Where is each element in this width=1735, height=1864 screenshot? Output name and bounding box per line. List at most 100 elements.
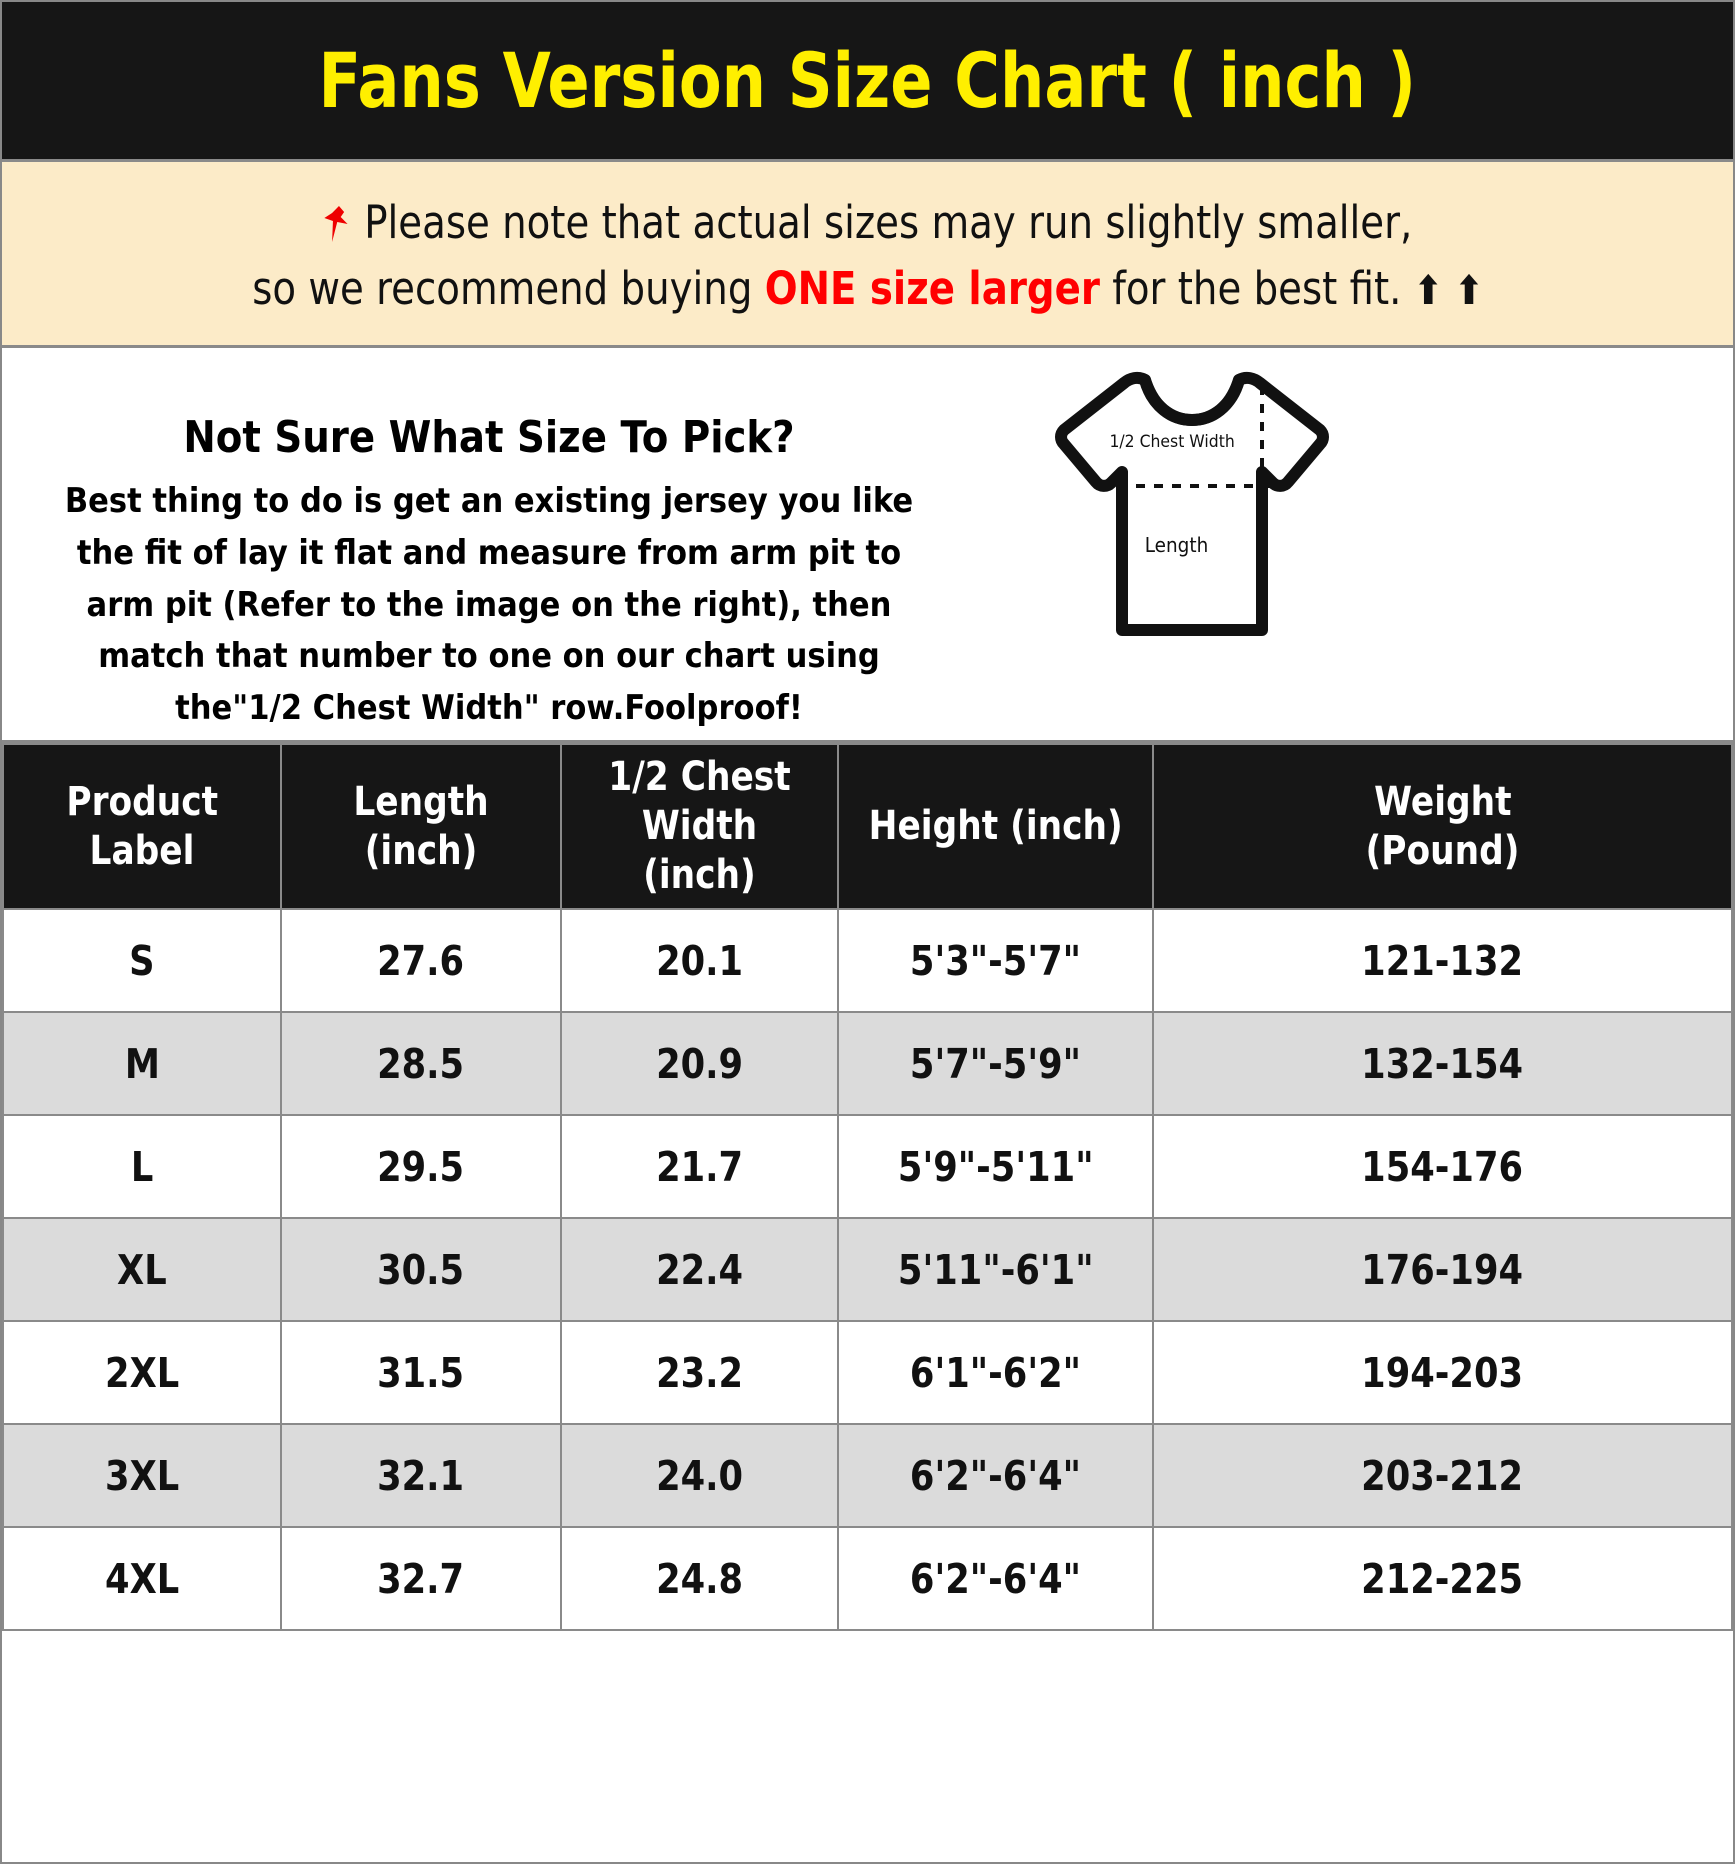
column-header-length: Length (inch) (280, 743, 562, 910)
cell-length: 32.7 (280, 1526, 562, 1631)
table-row: S 27.6 20.1 5'3"-5'7" 121-132 (2, 908, 1733, 1013)
cell-weight-text: 132-154 (1361, 1039, 1524, 1088)
header-line-1: Weight (1373, 778, 1512, 825)
cell-product-label-text: 3XL (104, 1451, 180, 1500)
cell-product-label: 2XL (2, 1320, 282, 1425)
info-body: Best thing to do is get an existing jers… (64, 481, 914, 729)
cell-product-label: 4XL (2, 1526, 282, 1631)
cell-weight: 212-225 (1152, 1526, 1733, 1631)
cell-half-chest-width: 24.0 (560, 1423, 839, 1528)
page-title: Fans Version Size Chart ( inch ) (318, 35, 1417, 125)
chest-width-label: 1/2 Chest Width (1109, 432, 1235, 452)
table-body: S 27.6 20.1 5'3"-5'7" 121-132 M 28.5 20.9 5'7"-5… (2, 908, 1733, 1631)
cell-length-text: 27.6 (377, 936, 465, 985)
column-header-product-label: Product Label (2, 743, 282, 910)
cell-half-chest-width: 22.4 (560, 1217, 839, 1322)
cell-length-text: 30.5 (377, 1245, 465, 1294)
notice-line-1: Please note that actual sizes may run sl… (322, 190, 1413, 255)
cell-product-label: M (2, 1011, 282, 1116)
cell-product-label-text: 4XL (104, 1554, 180, 1603)
header-line-2: (inch) (643, 851, 756, 898)
size-chart-table: Product Label Length (inch) 1/2 Chest Wi… (2, 743, 1733, 1631)
notice-emphasis: ONE size larger (764, 261, 1100, 315)
column-header-height: Height (inch) (837, 743, 1154, 910)
cell-length-text: 32.7 (377, 1554, 465, 1603)
cell-weight: 121-132 (1152, 908, 1733, 1013)
cell-length-text: 31.5 (377, 1348, 465, 1397)
table-row: 4XL 32.7 24.8 6'2"-6'4" 212-225 (2, 1526, 1733, 1631)
info-section: Not Sure What Size To Pick? Best thing t… (2, 348, 1733, 743)
notice-banner: Please note that actual sizes may run sl… (2, 162, 1733, 348)
cell-product-label: L (2, 1114, 282, 1219)
cell-height: 5'9"-5'11" (837, 1114, 1154, 1219)
cell-height: 6'2"-6'4" (837, 1423, 1154, 1528)
diagram-area: 1/2 Chest Width Length (1002, 348, 1733, 740)
cell-product-label: 3XL (2, 1423, 282, 1528)
cell-weight: 176-194 (1152, 1217, 1733, 1322)
info-text-block: Not Sure What Size To Pick? Best thing t… (2, 348, 1002, 740)
arrow-up-icon: ⬆ ⬆ (1413, 267, 1484, 314)
table-row: 3XL 32.1 24.0 6'2"-6'4" 203-212 (2, 1423, 1733, 1528)
length-label: Length (1144, 533, 1209, 557)
cell-length-text: 28.5 (377, 1039, 465, 1088)
header-line-2: Label (89, 827, 195, 874)
cell-half-chest-width: 20.9 (560, 1011, 839, 1116)
header-line-1: 1/2 Chest Width (608, 754, 791, 850)
cell-product-label: S (2, 908, 282, 1013)
cell-height: 5'3"-5'7" (837, 908, 1154, 1013)
notice-line-2-suffix: for the best fit. (1099, 261, 1414, 315)
header-line-1: Height (inch) (868, 803, 1123, 850)
cell-half-chest-width-text: 23.2 (655, 1348, 743, 1397)
cell-half-chest-width-text: 24.0 (655, 1451, 743, 1500)
column-header-weight: Weight (Pound) (1152, 743, 1733, 910)
cell-half-chest-width-text: 21.7 (655, 1142, 743, 1191)
table-row: XL 30.5 22.4 5'11"-6'1" 176-194 (2, 1217, 1733, 1322)
cell-height-text: 5'9"-5'11" (897, 1142, 1094, 1191)
cell-product-label-text: XL (117, 1245, 167, 1294)
cell-length-text: 32.1 (377, 1451, 465, 1500)
cell-weight-text: 154-176 (1361, 1142, 1524, 1191)
cell-height: 6'1"-6'2" (837, 1320, 1154, 1425)
table-header-row: Product Label Length (inch) 1/2 Chest Wi… (2, 743, 1733, 910)
cell-height-text: 5'11"-6'1" (897, 1245, 1094, 1294)
cell-weight: 132-154 (1152, 1011, 1733, 1116)
tshirt-measurement-diagram: 1/2 Chest Width Length (1042, 358, 1342, 648)
cell-half-chest-width: 20.1 (560, 908, 839, 1013)
cell-half-chest-width-text: 20.9 (655, 1039, 743, 1088)
cell-product-label-text: S (129, 936, 155, 985)
cell-weight-text: 212-225 (1361, 1554, 1524, 1603)
cell-length: 28.5 (280, 1011, 562, 1116)
cell-product-label-text: 2XL (104, 1348, 180, 1397)
table-row: L 29.5 21.7 5'9"-5'11" 154-176 (2, 1114, 1733, 1219)
cell-height-text: 6'1"-6'2" (909, 1348, 1082, 1397)
cell-length-text: 29.5 (377, 1142, 465, 1191)
cell-half-chest-width-text: 22.4 (655, 1245, 743, 1294)
cell-weight-text: 121-132 (1361, 936, 1524, 985)
cell-weight: 154-176 (1152, 1114, 1733, 1219)
tshirt-icon (1055, 371, 1329, 636)
cell-length: 29.5 (280, 1114, 562, 1219)
cell-length: 27.6 (280, 908, 562, 1013)
cell-height-text: 5'3"-5'7" (909, 936, 1082, 985)
cell-length: 31.5 (280, 1320, 562, 1425)
cell-weight-text: 203-212 (1361, 1451, 1524, 1500)
cell-weight-text: 176-194 (1361, 1245, 1524, 1294)
table-row: M 28.5 20.9 5'7"-5'9" 132-154 (2, 1011, 1733, 1116)
cell-half-chest-width: 24.8 (560, 1526, 839, 1631)
cell-height-text: 6'2"-6'4" (909, 1451, 1082, 1500)
cell-half-chest-width-text: 24.8 (655, 1554, 743, 1603)
cell-height: 6'2"-6'4" (837, 1526, 1154, 1631)
info-heading: Not Sure What Size To Pick? (183, 412, 795, 463)
cell-half-chest-width: 21.7 (560, 1114, 839, 1219)
cell-product-label-text: L (130, 1142, 154, 1191)
chart-title-bar: Fans Version Size Chart ( inch ) (2, 2, 1733, 162)
notice-line-2-prefix: so we recommend buying (251, 261, 765, 315)
cell-weight: 194-203 (1152, 1320, 1733, 1425)
table-header: Product Label Length (inch) 1/2 Chest Wi… (2, 743, 1733, 910)
cell-half-chest-width-text: 20.1 (655, 936, 743, 985)
cell-height-text: 6'2"-6'4" (909, 1554, 1082, 1603)
column-header-half-chest-width: 1/2 Chest Width (inch) (560, 743, 839, 910)
cell-product-label: XL (2, 1217, 282, 1322)
cell-half-chest-width: 23.2 (560, 1320, 839, 1425)
